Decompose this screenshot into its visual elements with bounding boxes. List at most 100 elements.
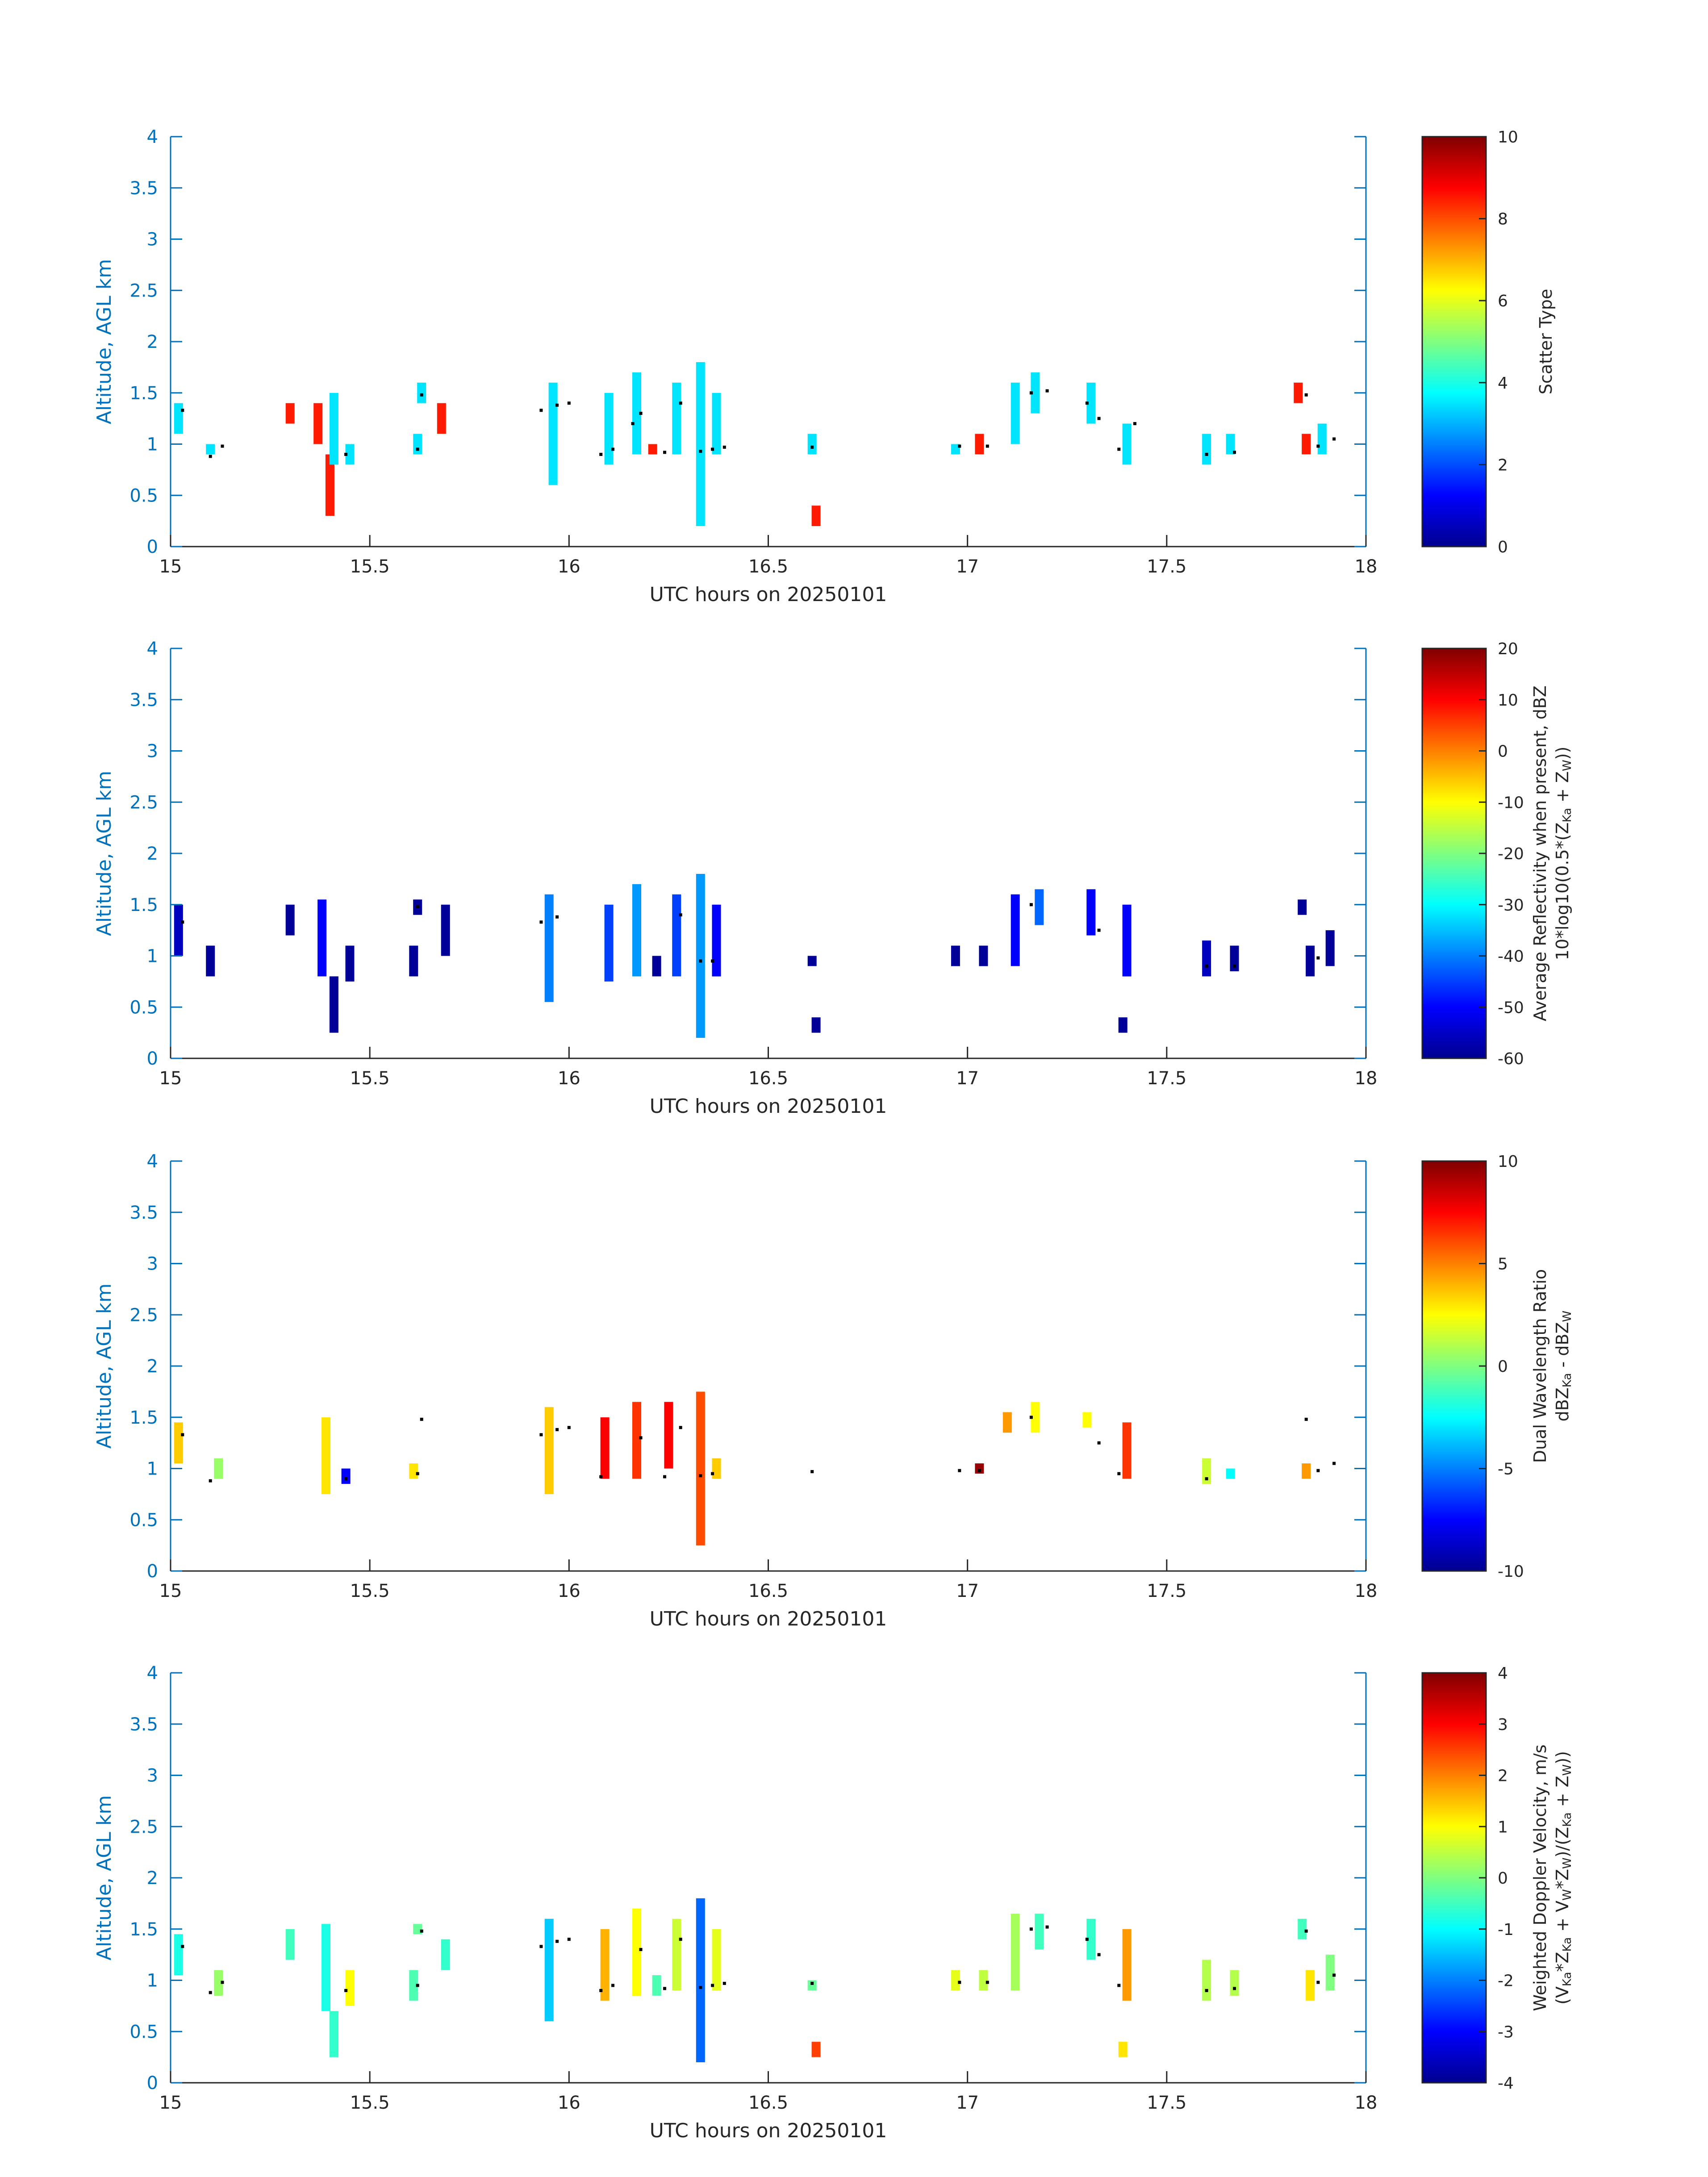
data-cell (329, 393, 338, 465)
colorbar-tick-label: 2 (1498, 1767, 1508, 1785)
data-cell (672, 894, 681, 977)
marker-dot (699, 450, 702, 453)
y-tick-label: 4 (147, 1663, 158, 1684)
data-cell (285, 1929, 295, 1960)
data-cell (214, 1458, 223, 1479)
x-tick-label: 18 (1355, 1581, 1378, 1601)
data-cell (712, 904, 721, 977)
data-cell (322, 1417, 330, 1494)
marker-dot (1205, 964, 1208, 968)
marker-dot (1304, 393, 1308, 397)
colorbar-tick-label: 10 (1498, 691, 1518, 710)
y-tick-label: 3.5 (129, 1714, 158, 1735)
marker-dot (555, 1939, 559, 1943)
marker-dot (1233, 964, 1236, 968)
y-tick-label: 1.5 (129, 1408, 158, 1428)
colorbar-frame (1421, 136, 1487, 547)
x-tick-label: 16 (558, 2093, 580, 2113)
marker-dot (663, 1475, 666, 1479)
y-tick-label: 0.5 (129, 2022, 158, 2042)
formula-subscript: W (1561, 760, 1574, 771)
data-cell (1002, 1412, 1012, 1433)
x-tick-label: 16.5 (748, 2093, 788, 2113)
colorbar-tick-label: 6 (1498, 292, 1508, 310)
marker-dot (344, 1477, 348, 1480)
y-tick-label: 1 (147, 435, 158, 455)
colorbar-tick-label: 20 (1498, 640, 1518, 658)
marker-dot (958, 1469, 961, 1472)
colorbar-tick-label: -4 (1498, 2074, 1514, 2093)
x-tick-label: 17.5 (1147, 1581, 1186, 1601)
marker-dot (221, 1981, 224, 1984)
data-cell (285, 403, 295, 424)
formula-part: 10*log10(0.5*(Z (1553, 823, 1572, 961)
colorbar-tick-label: 1 (1498, 1818, 1508, 1836)
y-tick-label: 2 (147, 1356, 158, 1377)
data-cell (807, 434, 817, 455)
data-cell (1011, 1914, 1020, 1991)
marker-dot (699, 959, 702, 963)
data-cell (544, 1407, 554, 1494)
data-cell (1306, 1970, 1315, 2001)
colorbar-tick-label: 3 (1498, 1716, 1508, 1734)
data-cell (441, 904, 450, 956)
x-tick-label: 15.5 (350, 2093, 390, 2113)
marker-dot (1304, 1417, 1308, 1421)
marker-dot (1117, 1984, 1121, 1987)
y-tick-label: 3.5 (129, 690, 158, 710)
data-cell (632, 884, 641, 977)
colorbar-label: Scatter Type (1536, 289, 1556, 394)
colorbar-tick-label: -10 (1498, 1563, 1524, 1581)
x-axis-label: UTC hours on 20250101 (650, 1608, 887, 1630)
data-cell (417, 382, 426, 403)
colorbar-label: Weighted Doppler Velocity, m/s (1530, 1744, 1550, 2011)
y-tick-label: 4 (147, 1151, 158, 1172)
colorbar-tick-label: 8 (1498, 210, 1508, 229)
colorbar-tick-label: 0 (1498, 1358, 1508, 1376)
colorbar-tick-label: 10 (1498, 128, 1518, 146)
marker-dot (181, 1945, 184, 1948)
data-cell (329, 2011, 338, 2057)
y-tick-label: 0.5 (129, 997, 158, 1018)
x-tick-label: 16 (558, 1068, 580, 1089)
y-tick-label: 1.5 (129, 383, 158, 404)
colorbar-tick-label: -5 (1498, 1460, 1514, 1479)
colorbar-tick-label: 0 (1498, 1869, 1508, 1888)
marker-dot (420, 1417, 423, 1421)
y-tick-label: 0 (147, 1049, 158, 1069)
data-cell (325, 454, 334, 516)
data-cell (979, 945, 988, 966)
marker-dot (711, 1472, 714, 1475)
marker-dot (416, 447, 419, 451)
y-tick-label: 2.5 (129, 1305, 158, 1325)
marker-dot (1045, 1925, 1049, 1929)
colorbar (1422, 648, 1486, 1058)
data-cell (285, 904, 295, 936)
data-cell (979, 1970, 988, 1991)
x-tick-label: 15 (159, 556, 182, 577)
x-tick-label: 18 (1355, 2093, 1378, 2113)
x-tick-label: 17.5 (1147, 556, 1186, 577)
marker-dot (567, 401, 571, 405)
formula-subscript: W (1561, 1311, 1574, 1322)
x-tick-label: 15.5 (350, 1581, 390, 1601)
data-cell (672, 382, 681, 455)
marker-dot (209, 455, 212, 458)
colorbar (1422, 1161, 1486, 1571)
marker-dot (639, 1436, 643, 1440)
y-tick-label: 0 (147, 2073, 158, 2093)
data-cell (672, 1918, 681, 1991)
data-cell (1122, 1422, 1132, 1479)
marker-dot (416, 1472, 419, 1475)
colorbar-label-formula: 10*log10(0.5*(ZKa + ZW)) (1553, 747, 1574, 961)
data-cell (811, 2042, 821, 2057)
data-cell (664, 1402, 673, 1469)
y-axis-label: Altitude, AGL km (93, 771, 116, 936)
data-cell (544, 894, 554, 1002)
data-cell (409, 945, 418, 977)
formula-part: + V (1553, 1901, 1572, 1937)
y-tick-label: 2.5 (129, 280, 158, 301)
marker-dot (555, 915, 559, 919)
data-cell (604, 393, 614, 465)
